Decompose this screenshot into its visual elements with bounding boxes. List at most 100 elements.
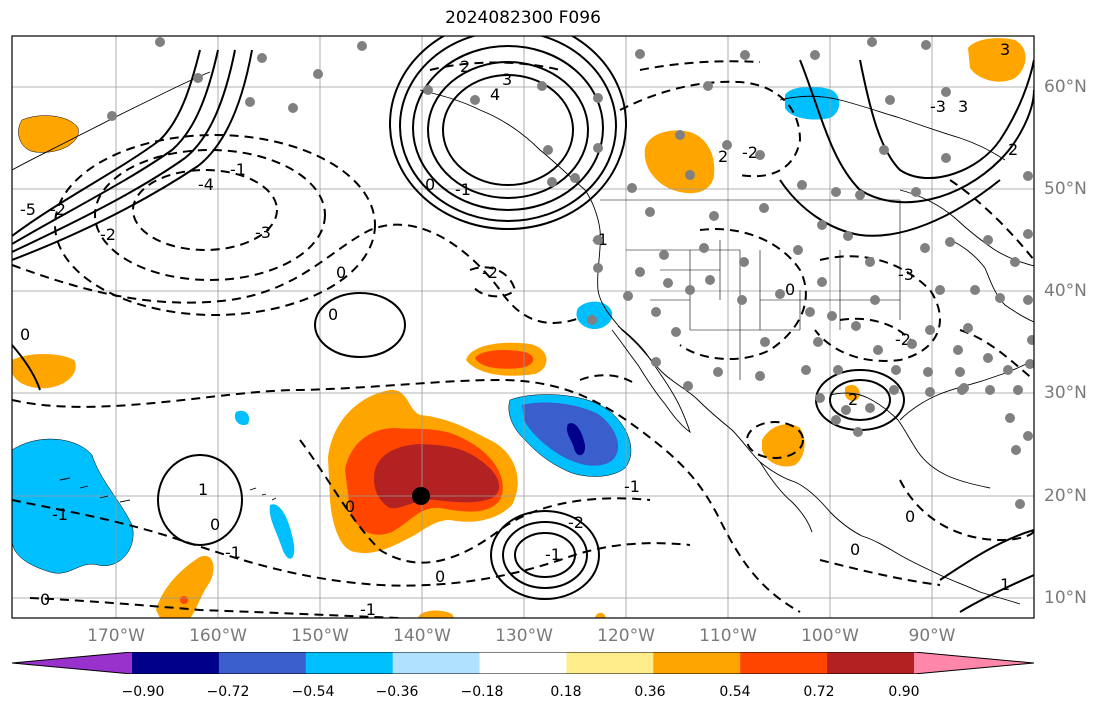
lon-tick-label: 120°W [597, 626, 655, 646]
contour-label: 0 [336, 263, 346, 282]
colorbar-tick-label: 0.90 [888, 684, 920, 700]
contour-label: 0 [850, 540, 860, 559]
contour-label: -2 [568, 513, 584, 532]
colorbar-extend-low [12, 652, 132, 674]
contour-label: -1 [52, 505, 68, 524]
contour-label: -1 [230, 160, 246, 179]
contour-label: 2 [848, 390, 858, 409]
lat-tick-label: 50°N [1044, 179, 1087, 199]
contour-label: -3 [255, 223, 271, 242]
station-dots [107, 37, 1034, 509]
positive-anomaly-region [12, 354, 76, 389]
contour-label: 1 [198, 480, 208, 499]
negative-anomaly-region [785, 86, 840, 120]
lon-tick-label: 140°W [393, 626, 451, 646]
contour-label: 1 [1000, 575, 1010, 594]
contour-label: -1 [624, 477, 640, 496]
colorbar-extend-high [914, 652, 1034, 674]
contour-labels: 2 3 4 0 -1 -2 -3 -4 -5 2 3 -1 1 0 -1 0 -… [20, 40, 1018, 619]
colorbar-tick-label: 0.72 [803, 684, 835, 700]
positive-anomaly-region [762, 424, 805, 467]
contour-label: -1 [455, 180, 471, 199]
colorbar-segment [653, 652, 741, 674]
lat-tick-label: 40°N [1044, 281, 1087, 301]
contour-label: -1 [545, 545, 561, 564]
lon-tick-label: 160°W [189, 626, 247, 646]
positive-anomaly-region [156, 555, 214, 618]
colorbar-tick-label: −0.18 [460, 684, 504, 700]
lat-tick-label: 30°N [1044, 383, 1087, 403]
colorbar [12, 652, 1034, 674]
contour-label: -2 [100, 225, 116, 244]
contour-label: -1 [360, 600, 376, 619]
colorbar-segment [566, 652, 654, 674]
contour-label: 3 [502, 70, 512, 89]
contour-label: -2 [895, 330, 911, 349]
contour-label: -2 [482, 263, 498, 282]
colorbar-segment [218, 652, 307, 674]
contour-label: 2 [460, 57, 470, 76]
contour-label: -3 [930, 97, 946, 116]
contour-label: -4 [198, 175, 214, 194]
coastlines [12, 71, 1034, 605]
colorbar-segment [479, 652, 567, 674]
colorbar-tick-label: −0.72 [206, 684, 250, 700]
lon-tick-label: 90°W [908, 626, 956, 646]
map-title: 2024082300 F096 [445, 8, 601, 28]
shading-layer [12, 38, 1026, 618]
lon-tick-label: 100°W [801, 626, 859, 646]
contour-label: -2 [742, 143, 758, 162]
contour-label: 0 [435, 567, 445, 586]
positive-anomaly-region [418, 610, 454, 618]
positive-anomaly-region [644, 130, 715, 194]
positive-contours [12, 36, 1034, 613]
contour-label: 3 [1000, 40, 1010, 59]
colorbar-segment [305, 652, 394, 674]
lat-tick-label: 60°N [1044, 77, 1087, 97]
contour-label: 0 [20, 325, 30, 344]
contour-label: 0 [345, 497, 355, 516]
colorbar-segment [740, 652, 828, 674]
contour-label: 2 [1008, 140, 1018, 159]
contour-label: 2 [718, 147, 728, 166]
negative-anomaly-region [576, 301, 613, 330]
lon-tick-label: 130°W [495, 626, 553, 646]
positive-anomaly-region [595, 612, 606, 618]
positive-anomaly-region [374, 444, 500, 509]
colorbar-segment [132, 652, 220, 674]
colorbar-tick-label: −0.54 [291, 684, 335, 700]
negative-anomaly-region [269, 504, 295, 559]
positive-anomaly-region [968, 38, 1026, 82]
contour-label: -3 [898, 265, 914, 284]
colorbar-tick-label: −0.90 [121, 684, 165, 700]
negative-contours [12, 60, 1034, 618]
colorbar-tick-label: 0.54 [719, 684, 751, 700]
contour-label: 4 [490, 85, 500, 104]
colorbar-segment [392, 652, 481, 674]
storm-center-marker [412, 487, 430, 505]
lon-tick-label: 170°W [87, 626, 145, 646]
negative-anomaly-region [234, 410, 250, 426]
contour-label: -2 [50, 200, 66, 219]
contour-label: 0 [328, 305, 338, 324]
negative-anomaly-region [566, 423, 586, 456]
negative-anomaly-region [12, 438, 134, 574]
contour-label: -5 [20, 200, 36, 219]
contour-label: 3 [958, 97, 968, 116]
contour-label: 0 [425, 175, 435, 194]
lon-tick-label: 110°W [699, 626, 757, 646]
colorbar-tick-label: 0.36 [634, 684, 666, 700]
lon-tick-label: 150°W [291, 626, 349, 646]
positive-anomaly-region [475, 350, 534, 369]
contour-label: -1 [225, 543, 241, 562]
contour-label: 0 [40, 590, 50, 609]
contour-label: 0 [210, 515, 220, 534]
lat-tick-label: 10°N [1044, 588, 1087, 608]
colorbar-tick-label: 0.18 [550, 684, 582, 700]
colorbar-segment [827, 652, 915, 674]
colorbar-tick-label: −0.36 [375, 684, 419, 700]
contour-label: 0 [905, 507, 915, 526]
lat-tick-label: 20°N [1044, 486, 1087, 506]
contour-label: 0 [785, 280, 795, 299]
